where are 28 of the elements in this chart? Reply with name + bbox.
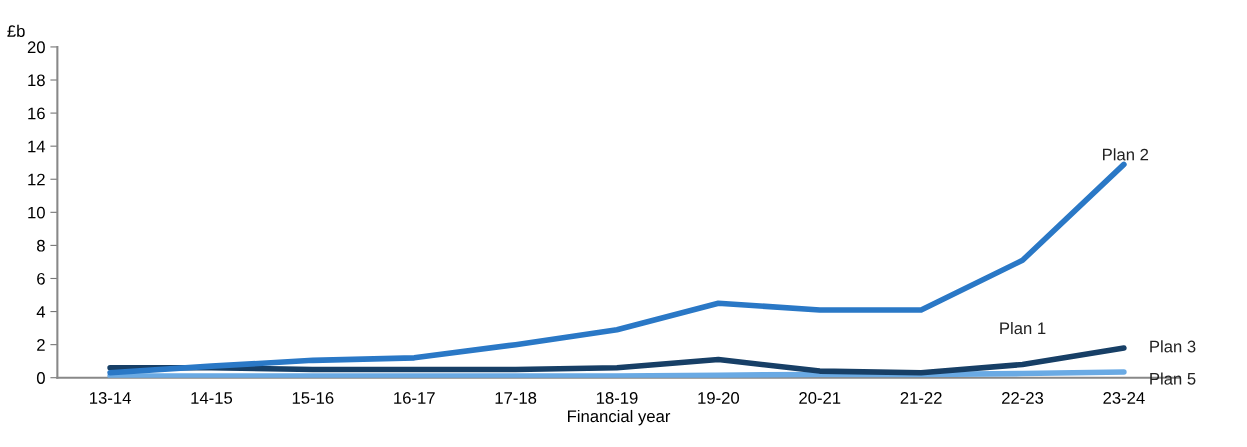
x-tick-label: 21-22 — [900, 392, 942, 404]
y-tick-label: 8 — [37, 239, 45, 252]
y-tick-label: 20 — [27, 41, 45, 54]
y-tick-label: 16 — [28, 107, 45, 120]
series-label: Plan 2 — [1103, 148, 1149, 161]
y-tick-label: 10 — [28, 206, 45, 219]
y-tick-label: 4 — [36, 306, 46, 318]
y-tick-label: 2 — [37, 339, 45, 351]
y-tick-label: 6 — [37, 272, 45, 285]
annotation: Plan 1 — [1000, 321, 1046, 335]
x-tick-label: 17-18 — [495, 392, 537, 404]
series-label: Plan 3 — [1150, 340, 1196, 353]
x-tick-label: 13-14 — [90, 392, 131, 404]
x-tick-label: 16-17 — [394, 392, 435, 404]
series-label: Plan 5 — [1150, 372, 1196, 385]
x-tick-label: 15-16 — [292, 392, 334, 404]
y-axis-title: £b — [7, 24, 25, 38]
x-tick-label: 19-20 — [698, 392, 740, 404]
y-tick-label: 14 — [28, 140, 46, 153]
x-tick-label: 18-19 — [596, 392, 638, 404]
x-tick-label: 23-24 — [1103, 392, 1145, 404]
y-tick-label: 12 — [28, 173, 45, 186]
x-tick-label: 20-21 — [799, 392, 841, 404]
y-tick-label: 0 — [36, 372, 45, 384]
x-tick-label: 22-23 — [1002, 392, 1044, 404]
y-tick-label: 18 — [28, 74, 45, 87]
x-tick-label: 14-15 — [191, 392, 233, 404]
x-axis-title: Financial year — [568, 409, 671, 426]
